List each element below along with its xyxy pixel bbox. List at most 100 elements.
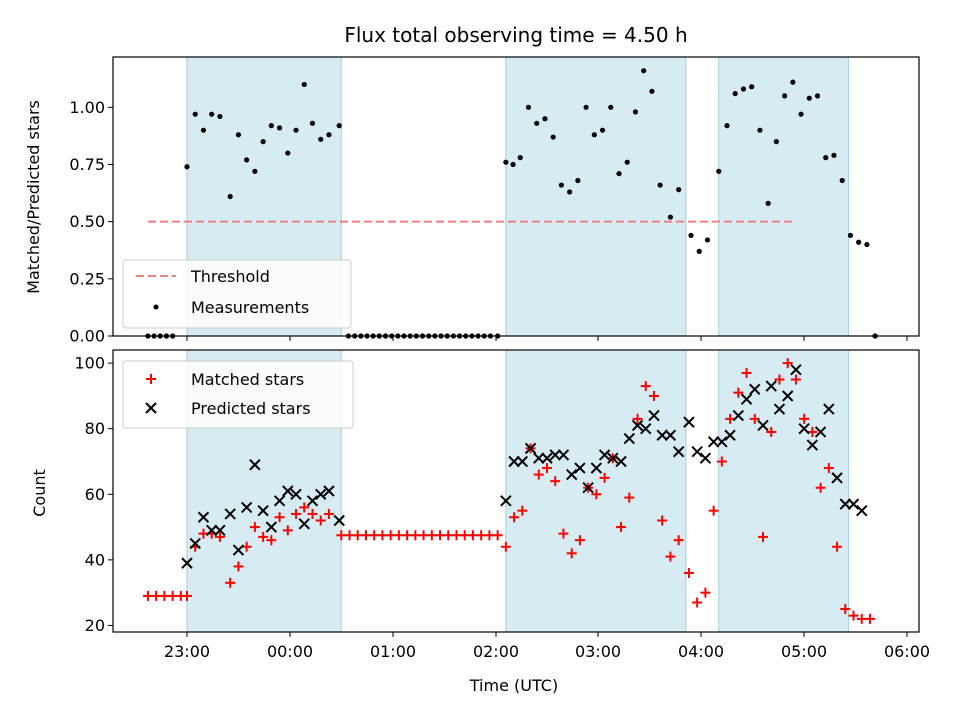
y-tick-label: 0.75 [69, 155, 105, 174]
top-y-ticks: 0.00 0.25 0.50 0.75 1.00 [69, 98, 113, 346]
predicted-star-point [707, 436, 720, 448]
measurement-point [525, 104, 532, 110]
predicted-star-point [598, 449, 611, 461]
predicted-star-point [273, 495, 286, 507]
measurement-point [235, 132, 242, 138]
measurement-point [632, 109, 639, 115]
y-tick-label: 60 [85, 485, 105, 504]
measurement-point [534, 120, 540, 126]
matched-star-point [665, 551, 676, 562]
matched-star-point [274, 512, 285, 523]
predicted-star-point [814, 426, 827, 438]
x-tick-label: 00:00 [267, 642, 313, 661]
x-tick-label: 03:00 [575, 642, 621, 661]
predicted-star-point [290, 488, 302, 500]
predicted-star-point [648, 409, 660, 422]
predicted-star-point [516, 455, 529, 468]
measurement-point [268, 123, 274, 129]
measurement-point [806, 95, 812, 101]
matched-star-point [299, 502, 310, 513]
chart-title: Flux total observing time = 4.50 h [344, 23, 687, 47]
top-observing-windows [186, 56, 849, 337]
predicted-star-point [631, 419, 644, 432]
matched-star-point [492, 530, 503, 541]
predicted-star-point [716, 436, 728, 448]
predicted-star-point [205, 524, 218, 537]
x-tick-label: 06:00 [884, 642, 930, 661]
bottom-y-ticks: 20 40 60 80 100 [74, 354, 113, 635]
y-tick-label: 20 [85, 616, 105, 635]
measurement-point [591, 132, 597, 138]
predicted-star-point [831, 472, 843, 484]
measurement-point [285, 150, 291, 156]
predicted-star-point [615, 455, 627, 468]
predicted-star-point [732, 409, 745, 422]
predicted-star-point [189, 537, 201, 550]
matched-star-point [640, 381, 651, 392]
measurement-point [244, 157, 250, 163]
predicted-star-point [557, 449, 570, 461]
matched-star-point [307, 508, 318, 519]
measurement-point [558, 182, 565, 188]
measurement-point [676, 187, 682, 193]
predicted-star-point [249, 459, 261, 471]
matched-star-point [840, 604, 851, 615]
matched-star-point [848, 610, 859, 621]
panel-counts: 20 40 60 80 100 23:00 00:00 01:00 02:00 03:00 04:… [30, 349, 930, 695]
legend-predicted-label: Predicted stars [191, 399, 311, 418]
matched-star-point [657, 515, 668, 526]
measurement-point [336, 123, 342, 129]
measurement-point [732, 90, 738, 97]
y-tick-label: 80 [85, 419, 105, 438]
legend-measurements-label: Measurements [191, 298, 309, 317]
measurement-point [688, 232, 694, 238]
predicted-star-point [565, 468, 578, 481]
x-tick-label: 05:00 [781, 642, 827, 661]
measurement-point [773, 139, 779, 145]
top-y-axis-label: Matched/Predicted stars [24, 100, 43, 294]
measurement-point [831, 152, 837, 158]
predicted-star-point [582, 482, 594, 494]
predicted-star-point [240, 501, 253, 514]
legend-matched-swatch [146, 374, 156, 384]
measurement-point [782, 93, 788, 99]
matched-star-point [616, 522, 627, 533]
predicted-star-point [500, 495, 512, 507]
observing-window [505, 56, 687, 337]
predicted-star-point [781, 390, 794, 402]
matched-star-point [790, 374, 801, 385]
predicted-star-point [306, 495, 319, 507]
measurement-point [184, 164, 190, 170]
measurement-point [757, 127, 763, 133]
y-tick-label: 0.50 [69, 212, 105, 231]
measurement-point [716, 168, 722, 174]
matched-star-point [725, 413, 736, 424]
predicted-star-point [656, 429, 668, 441]
measurement-point [724, 123, 730, 129]
measurement-point [798, 111, 804, 117]
predicted-star-point [265, 521, 278, 533]
matched-star-point [692, 597, 703, 608]
predicted-star-point [323, 485, 335, 497]
measurement-point [864, 241, 870, 248]
measurement-point [624, 159, 630, 165]
matched-star-point [782, 358, 793, 369]
bottom-y-axis-label: Count [30, 469, 49, 517]
measurement-point [276, 125, 283, 131]
matched-star-point [815, 482, 826, 493]
matched-star-point [774, 374, 785, 385]
measurement-point [765, 200, 771, 206]
measurement-point [740, 86, 747, 92]
measurement-point [567, 189, 573, 195]
predicted-star-point [839, 498, 851, 510]
matched-star-point [708, 505, 719, 516]
matched-star-point [700, 587, 711, 598]
predicted-star-point [847, 498, 860, 510]
measurement-point [641, 68, 647, 74]
matched-star-point [315, 515, 326, 526]
top-axes-frame [112, 56, 920, 337]
bottom-axes-frame [112, 349, 920, 633]
predicted-star-point [798, 422, 810, 435]
measurement-point [575, 177, 581, 184]
